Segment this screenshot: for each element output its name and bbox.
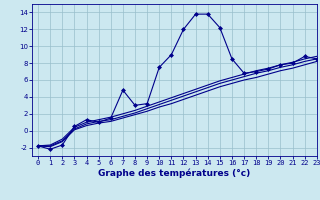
X-axis label: Graphe des températures (°c): Graphe des températures (°c): [98, 169, 251, 178]
